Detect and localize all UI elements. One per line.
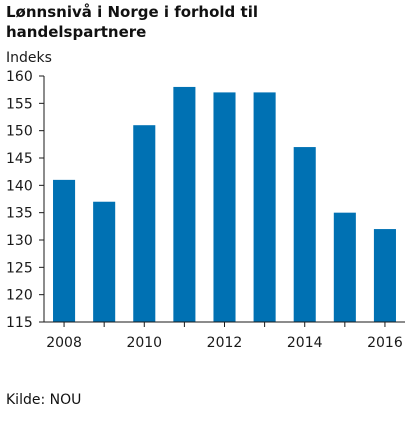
y-tick-label: 135 <box>6 206 33 222</box>
bar-2009 <box>93 201 116 322</box>
y-tick-label: 125 <box>6 260 33 276</box>
x-axis: 2008 2010 2012 2014 2016 <box>44 321 405 351</box>
y-tick-label: 160 <box>6 69 33 85</box>
y-tick-label: 130 <box>6 233 33 249</box>
bar-2016 <box>373 229 396 322</box>
bar-2010 <box>133 125 156 322</box>
source-note: Kilde: NOU <box>6 392 82 408</box>
bar-chart: Indeks 115 120 125 130 135 140 145 150 155 160 20… <box>6 50 405 351</box>
y-tick-label: 150 <box>6 124 33 140</box>
bar-2008 <box>53 179 76 322</box>
y-axis: 115 120 125 130 135 140 145 150 155 160 <box>6 69 45 331</box>
chart-title: Lønnsnivå i Norge i forhold til handelsp… <box>6 3 258 41</box>
x-tick-label: 2010 <box>126 335 162 351</box>
y-tick-label: 120 <box>6 288 33 304</box>
y-tick-label: 140 <box>6 178 33 194</box>
bar-2012 <box>213 92 236 323</box>
bar-2013 <box>253 92 276 323</box>
y-tick-label: 155 <box>6 96 33 112</box>
y-axis-label: Indeks <box>6 50 52 66</box>
y-tick-label: 115 <box>6 315 33 331</box>
bar-2014 <box>293 147 316 322</box>
bar-2011 <box>173 86 196 322</box>
x-tick-label: 2016 <box>367 335 403 351</box>
x-tick-label: 2014 <box>287 335 323 351</box>
bars <box>53 86 396 323</box>
bar-2015 <box>333 212 356 322</box>
y-tick-label: 145 <box>6 151 33 167</box>
x-tick-label: 2012 <box>207 335 243 351</box>
x-tick-label: 2008 <box>46 335 82 351</box>
